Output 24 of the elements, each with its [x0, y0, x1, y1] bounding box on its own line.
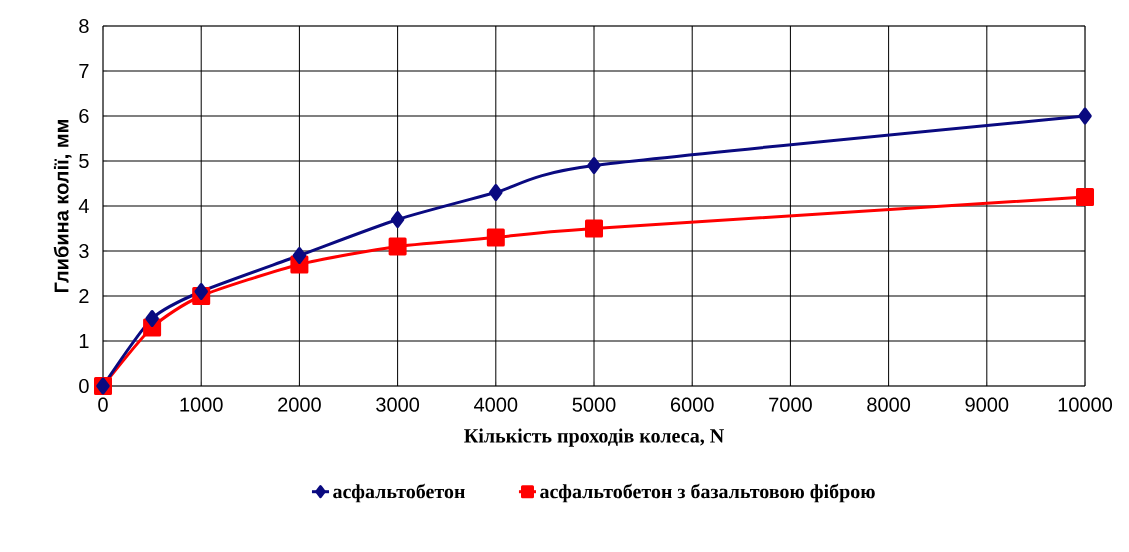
- y-tick-label: 0: [79, 378, 89, 394]
- x-tick-label: 8000: [867, 397, 911, 412]
- x-tick-label: 4000: [474, 397, 518, 412]
- x-tick-label: 2000: [278, 397, 321, 412]
- x-axis-title: Кількість проходів колеса, N: [464, 428, 724, 447]
- y-tick-label: 1: [79, 334, 89, 348]
- y-tick-label: 6: [79, 108, 89, 124]
- y-axis-title: Глибина колії, мм: [53, 120, 72, 293]
- y-tick-label: 2: [79, 289, 89, 303]
- x-tick-label: 5000: [572, 397, 616, 412]
- x-tick-label: 10000: [1058, 397, 1113, 412]
- legend-label: асфальтобетон з базальтовою фіброю: [540, 483, 875, 503]
- x-tick-label: 1000: [180, 397, 223, 412]
- legend-label: асфальтобетон: [333, 483, 465, 503]
- y-tick-label: 8: [79, 18, 89, 34]
- y-tick-label: 7: [79, 64, 89, 78]
- x-tick-label: 9000: [965, 397, 1009, 412]
- x-tick-label: 3000: [376, 397, 420, 412]
- y-tick-label: 4: [78, 199, 89, 213]
- y-tick-label: 3: [79, 243, 89, 259]
- x-tick-label: 6000: [670, 397, 714, 412]
- y-tick-label: 5: [79, 154, 89, 168]
- x-tick-label: 7000: [769, 397, 812, 412]
- x-tick-label: 0: [98, 397, 108, 412]
